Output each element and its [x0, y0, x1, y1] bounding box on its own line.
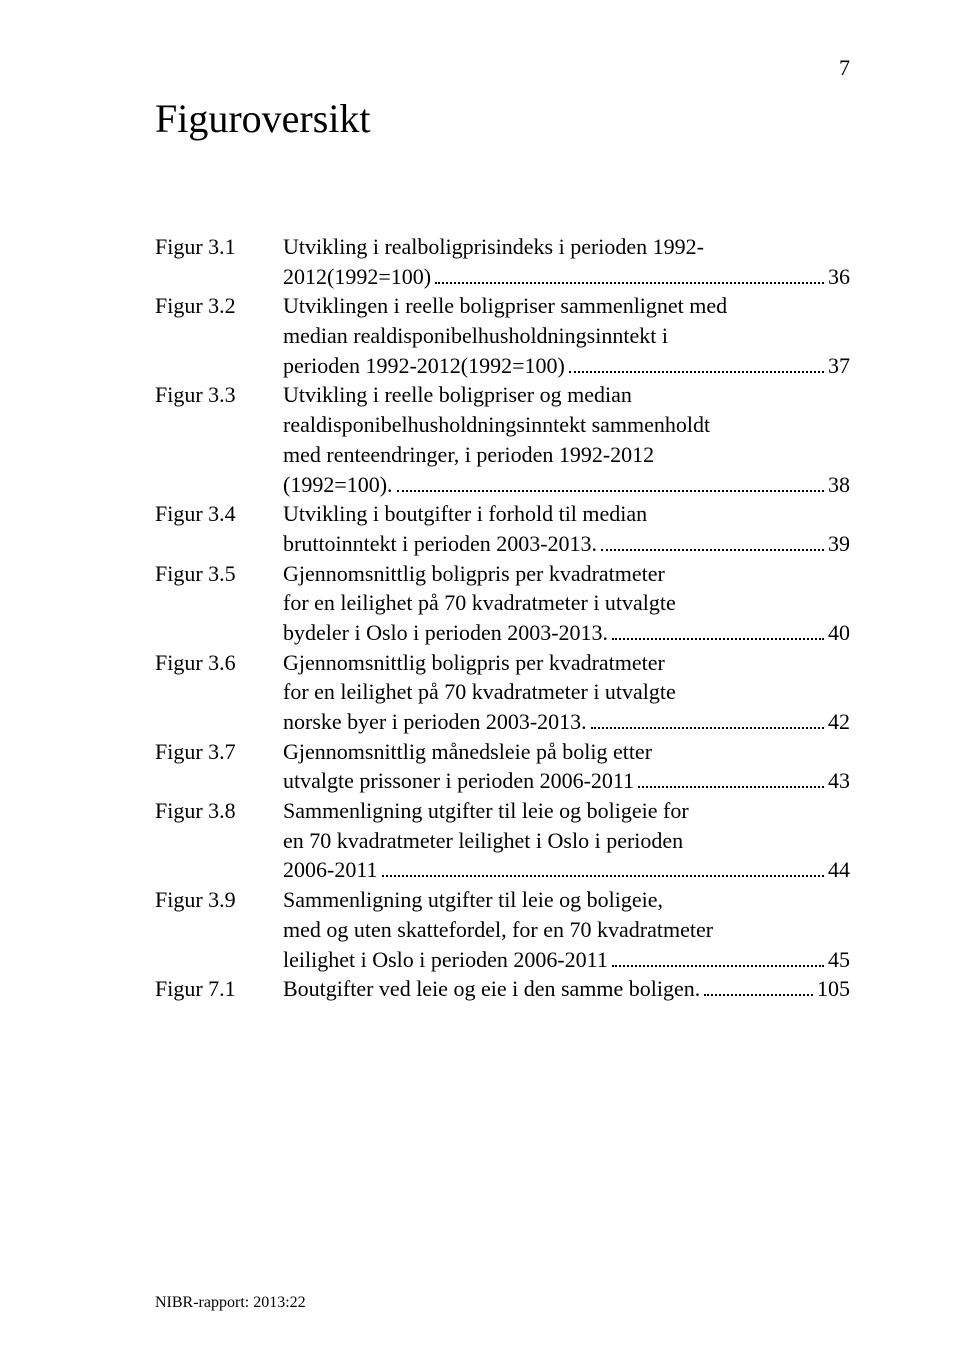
page-title: Figuroversikt — [155, 95, 850, 142]
entry-description: Utviklingen i reelle boligpriser sammenl… — [283, 291, 850, 380]
dot-leader — [382, 875, 824, 877]
entry-label: Figur 3.4 — [155, 499, 283, 558]
entry-last-text: 2006-2011 — [283, 855, 378, 885]
entry-last-text: 2012(1992=100) — [283, 262, 431, 292]
toc-entry: Figur 3.5Gjennomsnittlig boligpris per k… — [155, 559, 850, 648]
entry-page-number: 39 — [828, 529, 850, 559]
entry-page-number: 44 — [828, 855, 850, 885]
entry-description: Gjennomsnittlig månedsleie på bolig ette… — [283, 737, 850, 796]
dot-leader — [435, 282, 824, 284]
entry-last-line: leilighet i Oslo i perioden 2006-2011 45 — [283, 945, 850, 975]
entry-page-number: 38 — [828, 470, 850, 500]
dot-leader — [704, 994, 813, 996]
entry-last-text: utvalgte prissoner i perioden 2006-2011 — [283, 766, 634, 796]
entry-last-text: (1992=100). — [283, 470, 393, 500]
entry-last-text: Boutgifter ved leie og eie i den samme b… — [283, 974, 700, 1004]
entry-description: Utvikling i boutgifter i forhold til med… — [283, 499, 850, 558]
entry-label: Figur 3.7 — [155, 737, 283, 796]
entry-last-text: leilighet i Oslo i perioden 2006-2011 — [283, 945, 608, 975]
entry-label: Figur 3.3 — [155, 380, 283, 499]
dot-leader — [612, 965, 824, 967]
entry-last-text: bruttoinntekt i perioden 2003-2013. — [283, 529, 597, 559]
dot-leader — [638, 786, 824, 788]
entry-page-number: 42 — [828, 707, 850, 737]
entry-text-line: for en leilighet på 70 kvadratmeter i ut… — [283, 588, 850, 618]
entry-text-line: med og uten skattefordel, for en 70 kvad… — [283, 915, 850, 945]
entry-last-text: norske byer i perioden 2003-2013. — [283, 707, 587, 737]
toc-entry: Figur 3.2Utviklingen i reelle boligprise… — [155, 291, 850, 380]
toc-entry: Figur 3.6Gjennomsnittlig boligpris per k… — [155, 648, 850, 737]
entry-text-line: Sammenligning utgifter til leie og bolig… — [283, 796, 850, 826]
entry-description: Gjennomsnittlig boligpris per kvadratmet… — [283, 648, 850, 737]
entry-last-line: 2012(1992=100) 36 — [283, 262, 850, 292]
entry-page-number: 105 — [817, 974, 850, 1004]
entry-text-line: for en leilighet på 70 kvadratmeter i ut… — [283, 677, 850, 707]
entry-last-text: perioden 1992-2012(1992=100) — [283, 351, 565, 381]
entry-label: Figur 7.1 — [155, 974, 283, 1004]
entry-text-line: Utvikling i realboligprisindeks i period… — [283, 232, 850, 262]
dot-leader — [569, 371, 824, 373]
entry-page-number: 40 — [828, 618, 850, 648]
entry-description: Utvikling i realboligprisindeks i period… — [283, 232, 850, 291]
entry-label: Figur 3.9 — [155, 885, 283, 974]
toc-entry: Figur 3.4Utvikling i boutgifter i forhol… — [155, 499, 850, 558]
dot-leader — [591, 727, 824, 729]
toc-entry: Figur 7.1Boutgifter ved leie og eie i de… — [155, 974, 850, 1004]
entry-page-number: 37 — [828, 351, 850, 381]
entry-text-line: Gjennomsnittlig boligpris per kvadratmet… — [283, 648, 850, 678]
report-footer: NIBR-rapport: 2013:22 — [155, 1294, 306, 1312]
entry-last-line: utvalgte prissoner i perioden 2006-2011 4… — [283, 766, 850, 796]
entry-label: Figur 3.8 — [155, 796, 283, 885]
dot-leader — [601, 549, 824, 551]
entry-label: Figur 3.2 — [155, 291, 283, 380]
toc-entry: Figur 3.3Utvikling i reelle boligpriser … — [155, 380, 850, 499]
entry-text-line: Utvikling i boutgifter i forhold til med… — [283, 499, 850, 529]
entry-text-line: med renteendringer, i perioden 1992-2012 — [283, 440, 850, 470]
entry-text-line: en 70 kvadratmeter leilighet i Oslo i pe… — [283, 826, 850, 856]
entry-page-number: 36 — [828, 262, 850, 292]
entry-last-line: perioden 1992-2012(1992=100) 37 — [283, 351, 850, 381]
entry-last-line: bydeler i Oslo i perioden 2003-2013. 40 — [283, 618, 850, 648]
entry-page-number: 45 — [828, 945, 850, 975]
entry-text-line: Gjennomsnittlig boligpris per kvadratmet… — [283, 559, 850, 589]
entry-text-line: Utviklingen i reelle boligpriser sammenl… — [283, 291, 850, 321]
toc-entry: Figur 3.9Sammenligning utgifter til leie… — [155, 885, 850, 974]
entry-description: Sammenligning utgifter til leie og bolig… — [283, 796, 850, 885]
entry-label: Figur 3.6 — [155, 648, 283, 737]
entry-last-line: norske byer i perioden 2003-2013. 42 — [283, 707, 850, 737]
entry-description: Gjennomsnittlig boligpris per kvadratmet… — [283, 559, 850, 648]
entry-text-line: median realdisponibelhusholdningsinntekt… — [283, 321, 850, 351]
toc-entry: Figur 3.7Gjennomsnittlig månedsleie på b… — [155, 737, 850, 796]
entry-last-line: (1992=100). 38 — [283, 470, 850, 500]
entry-last-line: 2006-2011 44 — [283, 855, 850, 885]
entry-description: Sammenligning utgifter til leie og bolig… — [283, 885, 850, 974]
entry-text-line: realdisponibelhusholdningsinntekt sammen… — [283, 410, 850, 440]
toc-entry: Figur 3.8Sammenligning utgifter til leie… — [155, 796, 850, 885]
entry-last-text: bydeler i Oslo i perioden 2003-2013. — [283, 618, 608, 648]
entry-label: Figur 3.5 — [155, 559, 283, 648]
entry-text-line: Gjennomsnittlig månedsleie på bolig ette… — [283, 737, 850, 767]
entry-description: Boutgifter ved leie og eie i den samme b… — [283, 974, 850, 1004]
dot-leader — [397, 490, 824, 492]
entry-text-line: Sammenligning utgifter til leie og bolig… — [283, 885, 850, 915]
figure-list: Figur 3.1Utvikling i realboligprisindeks… — [155, 232, 850, 1004]
entry-description: Utvikling i reelle boligpriser og median… — [283, 380, 850, 499]
dot-leader — [612, 638, 824, 640]
entry-last-line: bruttoinntekt i perioden 2003-2013. 39 — [283, 529, 850, 559]
entry-label: Figur 3.1 — [155, 232, 283, 291]
page-number: 7 — [839, 55, 850, 81]
entry-text-line: Utvikling i reelle boligpriser og median — [283, 380, 850, 410]
entry-page-number: 43 — [828, 766, 850, 796]
entry-last-line: Boutgifter ved leie og eie i den samme b… — [283, 974, 850, 1004]
toc-entry: Figur 3.1Utvikling i realboligprisindeks… — [155, 232, 850, 291]
